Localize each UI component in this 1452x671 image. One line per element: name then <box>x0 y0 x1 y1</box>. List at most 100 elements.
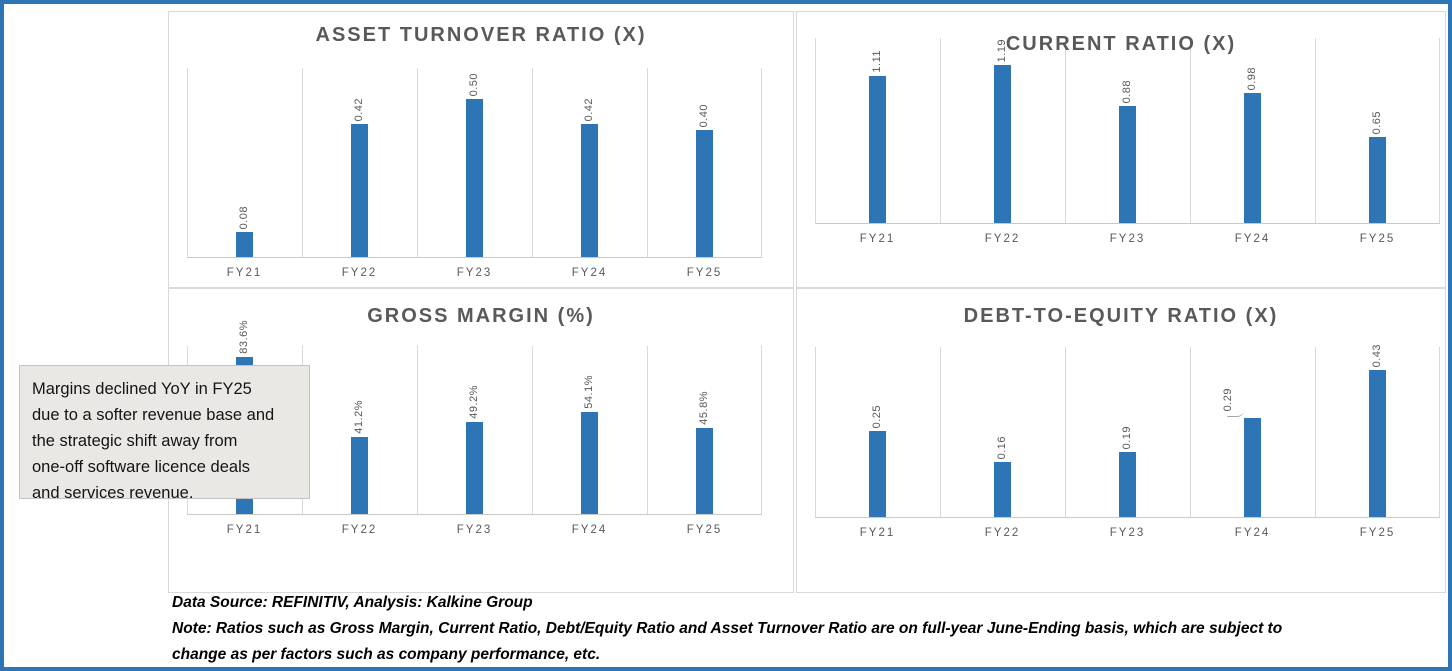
data-label: 0.43 <box>1371 343 1383 367</box>
data-label: 0.50 <box>468 72 480 96</box>
vertical-gridline <box>940 347 941 517</box>
data-label: 54.1% <box>583 375 595 409</box>
bar <box>351 437 368 514</box>
bar <box>869 431 886 517</box>
annotation-text-line: Margins declined YoY in FY25 <box>32 380 252 398</box>
category-axis-label: FY21 <box>859 527 896 539</box>
ratio-note-line-2: change as per factors such as company pe… <box>172 646 601 663</box>
vertical-gridline <box>647 346 648 514</box>
footnotes: Data Source: REFINITIV, Analysis: Kalkin… <box>172 590 1442 667</box>
chart-title-current-ratio: CURRENT RATIO (X) <box>1005 33 1237 55</box>
bar <box>581 124 598 257</box>
category-axis-label: FY24 <box>571 524 608 536</box>
category-axis-label: FY21 <box>859 233 896 245</box>
vertical-gridline <box>761 68 762 257</box>
bar <box>869 76 886 223</box>
category-axis-label: FY22 <box>341 524 378 536</box>
category-axis-label: FY24 <box>1234 527 1271 539</box>
category-axis-label: FY25 <box>686 267 723 279</box>
data-label: 0.40 <box>698 103 710 127</box>
vertical-gridline <box>1439 347 1440 517</box>
bar <box>994 462 1011 517</box>
category-axis-label: FY22 <box>984 527 1021 539</box>
vertical-gridline <box>647 68 648 257</box>
chart-panel-debt-to-equity: DEBT-TO-EQUITY RATIO (X) 0.25 0.16 0.19 0.2… <box>796 288 1446 593</box>
vertical-gridline <box>761 346 762 514</box>
data-label: 0.65 <box>1371 110 1383 134</box>
bar <box>1369 370 1386 517</box>
category-axis-label: FY21 <box>226 524 263 536</box>
category-axis-label: FY25 <box>686 524 723 536</box>
category-axis-label: FY24 <box>571 267 608 279</box>
vertical-gridline <box>532 346 533 514</box>
data-label: 0.19 <box>1121 425 1133 449</box>
vertical-gridline <box>417 68 418 257</box>
vertical-gridline <box>187 68 188 257</box>
bar <box>994 65 1011 223</box>
bar <box>1369 137 1386 223</box>
chart-title-asset-turnover: ASSET TURNOVER RATIO (X) <box>315 24 647 46</box>
chart-panel-current-ratio: CURRENT RATIO (X) 1.11 1.19 0.88 0.98 0.65 F… <box>796 11 1446 288</box>
vertical-gridline <box>1190 38 1191 223</box>
data-label: 0.98 <box>1246 66 1258 90</box>
vertical-gridline <box>815 38 816 223</box>
vertical-gridline <box>1315 347 1316 517</box>
bar <box>1119 106 1136 223</box>
data-label: 0.16 <box>996 435 1008 459</box>
bar <box>236 232 253 257</box>
category-axis-label: FY23 <box>1109 233 1146 245</box>
vertical-gridline <box>417 346 418 514</box>
plot-area: 0.08 0.42 0.50 0.42 0.40 <box>187 68 762 258</box>
label-leader-line <box>1226 410 1244 417</box>
data-label: 0.42 <box>583 97 595 121</box>
chart-title-debt-to-equity: DEBT-TO-EQUITY RATIO (X) <box>963 305 1279 327</box>
vertical-gridline <box>940 38 941 223</box>
data-source-note: Data Source: REFINITIV, Analysis: Kalkin… <box>172 594 533 611</box>
chart-title-gross-margin: GROSS MARGIN (%) <box>367 305 595 327</box>
vertical-gridline <box>815 347 816 517</box>
annotation-text-line: due to a softer revenue base and <box>32 406 275 424</box>
vertical-gridline <box>532 68 533 257</box>
category-axis-label: FY25 <box>1359 527 1396 539</box>
vertical-gridline <box>302 68 303 257</box>
plot-area: 0.25 0.16 0.19 0.29 0.43 <box>815 343 1440 518</box>
data-label: 45.8% <box>698 391 710 425</box>
category-axis-label: FY23 <box>456 267 493 279</box>
category-axis-label: FY22 <box>984 233 1021 245</box>
category-axis-label: FY22 <box>341 267 378 279</box>
annotation-text-line: and services revenue. <box>32 484 194 502</box>
chart-panel-asset-turnover: ASSET TURNOVER RATIO (X) 0.08 0.42 0.50 0.4… <box>168 11 794 288</box>
data-label: 0.08 <box>238 205 250 229</box>
category-axis-label: FY24 <box>1234 233 1271 245</box>
category-axis-label: FY25 <box>1359 233 1396 245</box>
vertical-gridline <box>1065 38 1066 223</box>
annotation-text-line: one-off software licence deals <box>32 458 250 476</box>
bar <box>1244 418 1261 517</box>
category-axis-label: FY23 <box>456 524 493 536</box>
vertical-gridline <box>1315 38 1316 223</box>
vertical-gridline <box>1065 347 1066 517</box>
plot-area: 1.11 1.19 0.88 0.98 0.65 <box>815 38 1440 224</box>
bar <box>351 124 368 257</box>
bar <box>1119 452 1136 517</box>
category-axis-label: FY23 <box>1109 527 1146 539</box>
vertical-gridline <box>1439 38 1440 223</box>
data-label: 0.42 <box>353 97 365 121</box>
data-label: 0.88 <box>1121 79 1133 103</box>
category-axis-label: FY21 <box>226 267 263 279</box>
bar <box>1244 93 1261 223</box>
bar <box>466 99 483 257</box>
annotation-text-line: the strategic shift away from <box>32 432 238 450</box>
data-label: 0.29 <box>1222 387 1234 411</box>
annotation-callout: Margins declined YoY in FY25 due to a so… <box>19 365 310 502</box>
bar <box>696 428 713 514</box>
bar <box>581 412 598 514</box>
vertical-gridline <box>1190 347 1191 517</box>
data-label: 49.2% <box>468 385 480 419</box>
data-label: 0.25 <box>871 404 883 428</box>
bar <box>466 422 483 514</box>
bar <box>696 130 713 257</box>
data-label: 41.2% <box>353 400 365 434</box>
ratio-note-line-1: Note: Ratios such as Gross Margin, Curre… <box>172 620 1283 637</box>
